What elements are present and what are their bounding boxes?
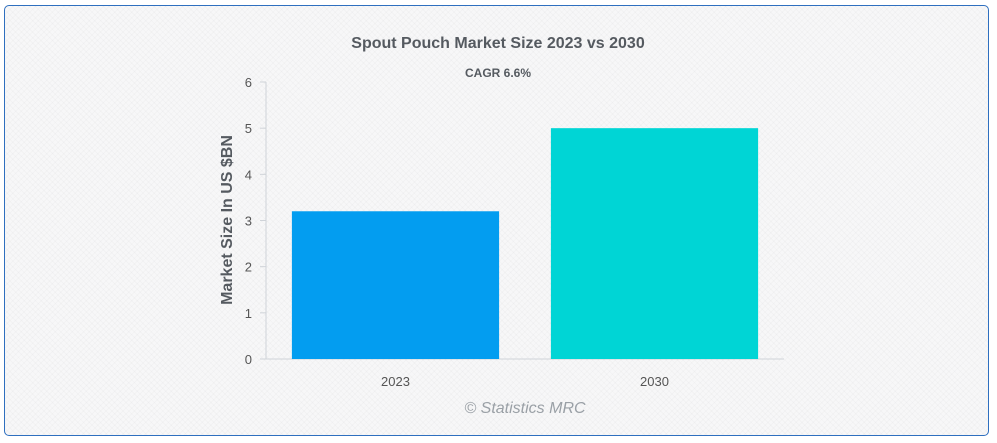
- bars: [291, 128, 759, 359]
- y-tick-label: 0: [245, 352, 252, 367]
- y-tick-label: 1: [245, 306, 252, 321]
- y-tick-label: 3: [245, 214, 252, 229]
- chart-subtitle: CAGR 6.6%: [465, 66, 531, 80]
- y-tick-label: 4: [245, 167, 252, 182]
- y-tick-label: 6: [245, 75, 252, 90]
- x-tick-label: 2030: [640, 374, 669, 389]
- x-tick-label: 2023: [381, 374, 410, 389]
- x-ticks: 2023 2030: [381, 374, 669, 389]
- y-tick-label: 2: [245, 260, 252, 275]
- bar-2023[interactable]: [291, 211, 500, 359]
- chart-title: Spout Pouch Market Size 2023 vs 2030: [351, 35, 645, 52]
- y-ticks: 0 1 2 3 4 5 6: [245, 75, 266, 367]
- bar-2030[interactable]: [550, 128, 759, 359]
- y-axis-label: Market Size In US $BN: [219, 135, 236, 305]
- credit-text: © Statistics MRC: [464, 400, 586, 417]
- y-tick-label: 5: [245, 121, 252, 136]
